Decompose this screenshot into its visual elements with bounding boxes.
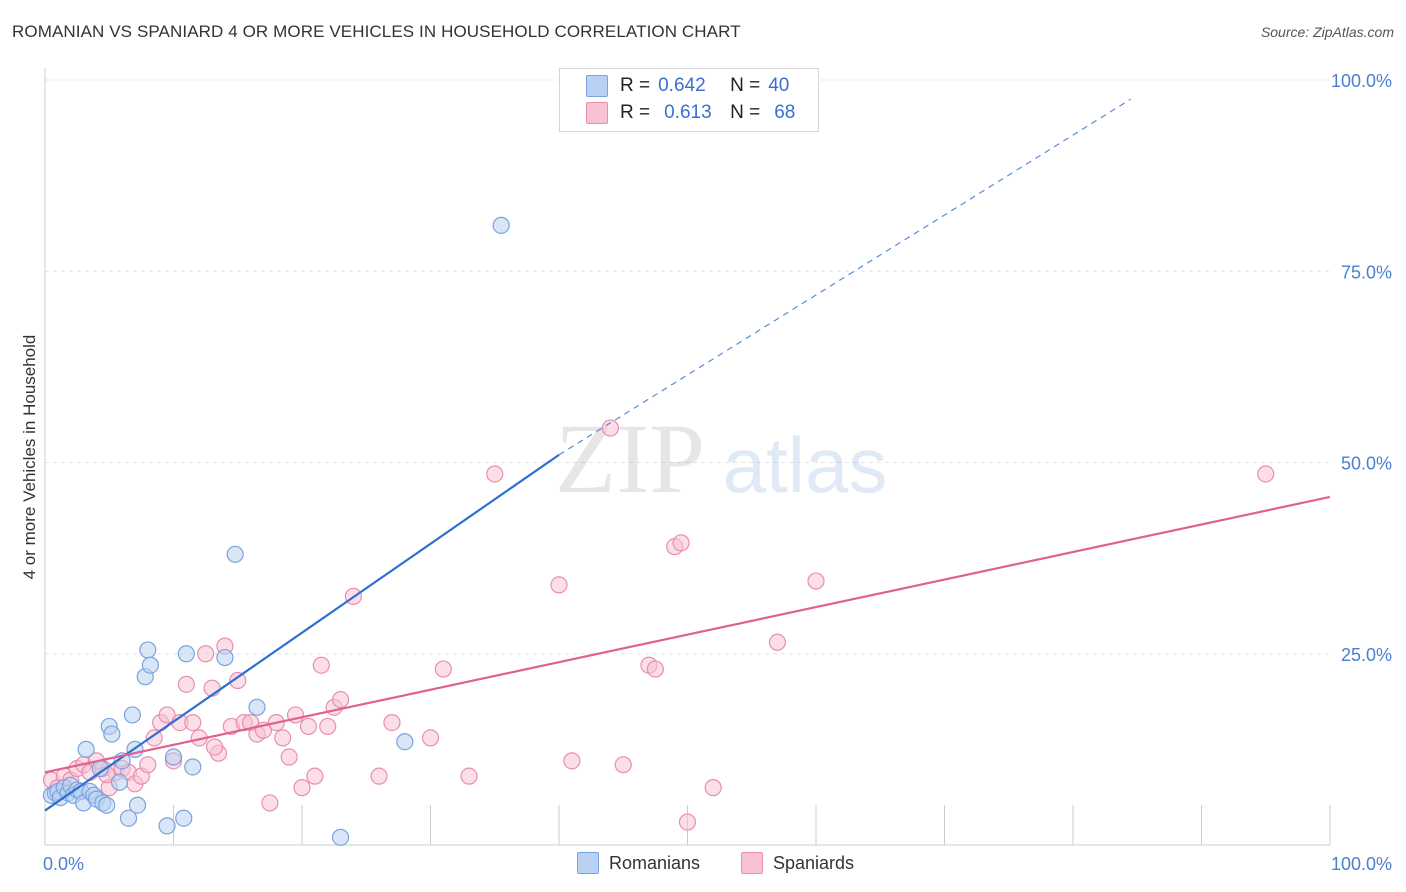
romanian-point — [128, 796, 147, 814]
romanians-legend-swatch — [577, 852, 599, 874]
spaniard-point — [421, 729, 440, 747]
romanians-points — [42, 216, 510, 846]
spaniard-point — [331, 691, 350, 709]
spaniard-point — [601, 419, 620, 437]
spaniard-point — [319, 717, 337, 736]
spaniard-point — [139, 756, 157, 774]
spaniard-point — [184, 713, 202, 732]
legend-item-spaniards[interactable]: Spaniards — [741, 852, 854, 874]
tick-labels: 25.0% 50.0% 75.0% 100.0% 0.0% 100.0% — [43, 71, 1392, 874]
spaniard-point — [280, 748, 298, 766]
spaniard-point — [312, 656, 330, 674]
romanian-point — [226, 545, 244, 563]
romanian-point — [184, 758, 202, 776]
spaniard-point — [370, 767, 388, 785]
spaniard-point — [1257, 465, 1275, 483]
spaniard-point — [614, 756, 632, 774]
spaniard-point — [704, 779, 722, 797]
legend-item-romanians[interactable]: Romanians — [577, 852, 700, 874]
watermark: ZIP atlas — [555, 403, 887, 514]
romanian-point — [141, 656, 159, 674]
spaniard-point — [768, 633, 787, 651]
romanian-point — [98, 796, 116, 814]
spaniard-point — [550, 576, 568, 594]
stats-legend: R = 0.642 N = 40 R = 0.613 N = 68 — [559, 68, 819, 132]
romanian-point — [396, 733, 414, 751]
n-label: N = — [730, 75, 761, 96]
romanian-point — [119, 809, 138, 827]
n-value: 40 — [768, 75, 790, 96]
spaniard-point — [261, 794, 279, 812]
romanian-point — [103, 725, 121, 743]
spaniard-point — [563, 752, 581, 770]
romanian-point — [248, 698, 266, 716]
legend-label-romanians: Romanians — [609, 852, 701, 873]
y-tick-label: 25.0% — [1341, 645, 1392, 665]
stats-row-romanians: R = 0.642 N = 40 — [586, 74, 789, 98]
romanian-point — [177, 645, 195, 663]
spaniard-point — [229, 671, 247, 690]
spaniard-point — [678, 813, 697, 831]
stats-row-spaniards: R = 0.613 N = 68 — [586, 101, 795, 125]
grid-lines — [45, 79, 1330, 655]
watermark-atlas: atlas — [723, 421, 888, 509]
spaniard-point — [158, 706, 176, 724]
romanians-swatch — [586, 75, 608, 97]
spaniard-point — [807, 572, 825, 590]
r-label: R = — [620, 75, 651, 96]
spaniard-point — [383, 713, 401, 732]
romanian-point — [164, 748, 183, 766]
romanian-point — [110, 773, 129, 791]
y-tick-label: 50.0% — [1341, 454, 1392, 474]
trend-lines — [44, 98, 1331, 812]
spaniard-point — [434, 660, 452, 678]
x-tick-label: 0.0% — [43, 854, 84, 874]
watermark-zip: ZIP — [555, 403, 705, 514]
series-legend: Romanians Spaniards — [0, 852, 1406, 876]
legend-label-spaniards: Spaniards — [773, 852, 855, 873]
romanians-trendline-extension — [558, 98, 1132, 456]
r-label: R = — [620, 102, 651, 123]
r-value: 0.613 — [664, 102, 712, 123]
spaniards-swatch — [586, 102, 608, 124]
spaniard-point — [293, 779, 311, 797]
n-label: N = — [730, 102, 761, 123]
y-tick-label: 100.0% — [1331, 71, 1392, 91]
spaniard-point — [460, 767, 478, 785]
spaniard-point — [646, 660, 664, 678]
romanians-trendline — [44, 453, 560, 812]
romanian-point — [216, 648, 234, 667]
r-value: 0.642 — [658, 75, 706, 96]
spaniard-point — [274, 729, 292, 747]
y-tick-label: 75.0% — [1341, 262, 1392, 282]
spaniard-point — [672, 534, 690, 552]
romanian-point — [158, 817, 176, 835]
romanian-point — [139, 641, 157, 659]
romanian-point — [123, 706, 141, 724]
romanian-point — [492, 216, 510, 234]
n-value: 68 — [774, 102, 796, 123]
spaniard-point — [197, 645, 215, 663]
romanian-point — [77, 740, 95, 758]
x-tick-label: 100.0% — [1331, 854, 1392, 874]
spaniards-legend-swatch — [741, 852, 763, 874]
romanian-point — [331, 828, 350, 846]
romanian-point — [175, 809, 193, 827]
spaniard-point — [206, 738, 224, 756]
source-label: Source: ZipAtlas.com — [1260, 24, 1394, 40]
spaniard-point — [486, 465, 504, 483]
y-axis-label: 4 or more Vehicles in Household — [20, 334, 39, 580]
chart-title: ROMANIAN VS SPANIARD 4 OR MORE VEHICLES … — [12, 22, 741, 41]
spaniard-point — [145, 729, 163, 747]
spaniard-point — [177, 675, 195, 693]
spaniard-point — [299, 717, 318, 736]
spaniards-trendline — [44, 495, 1331, 774]
spaniard-point — [306, 767, 324, 785]
